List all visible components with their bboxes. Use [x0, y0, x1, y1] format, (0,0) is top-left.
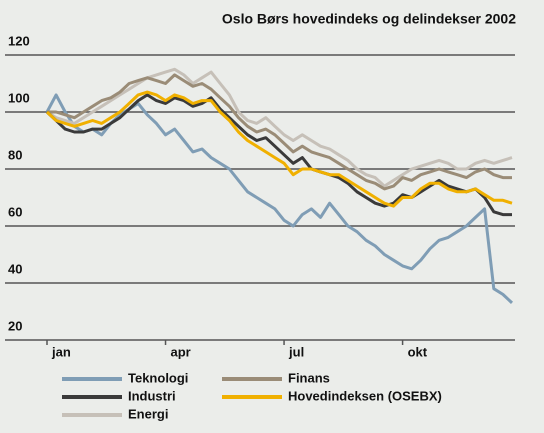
series-line: [46, 67, 513, 188]
y-tick-label: 120: [8, 33, 30, 48]
y-tick-label: 100: [8, 90, 30, 105]
series-line: [45, 90, 513, 208]
x-tick-label: jan: [51, 344, 71, 359]
series-line: [47, 73, 512, 191]
y-tick-label: 40: [8, 261, 22, 276]
legend-label: Teknologi: [128, 370, 188, 385]
y-tick-label: 60: [8, 204, 22, 219]
x-tick-label: okt: [408, 344, 428, 359]
legend-label: Hovedindeksen (OSEBX): [288, 388, 442, 403]
x-tick-label: jul: [288, 344, 304, 359]
x-tick-label: apr: [171, 344, 191, 359]
legend-label: Energi: [128, 406, 168, 421]
legend-label: Finans: [288, 370, 330, 385]
y-tick-label: 80: [8, 147, 22, 162]
chart-title: Oslo Børs hovedindeks og delindekser 200…: [222, 11, 516, 27]
legend-label: Industri: [128, 388, 176, 403]
y-tick-label: 20: [8, 318, 22, 333]
